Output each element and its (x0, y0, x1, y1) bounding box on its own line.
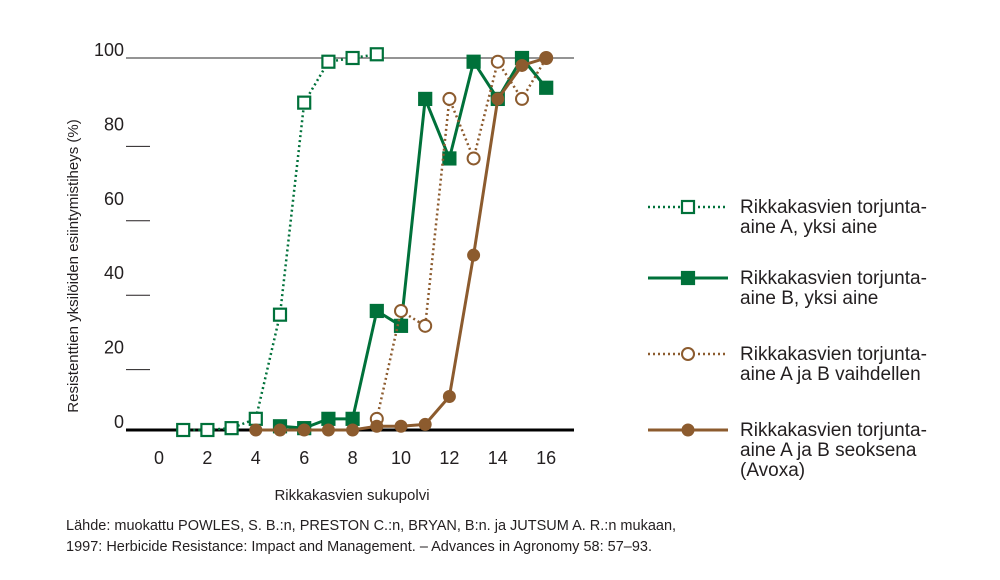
legend-label: aine A ja B vaihdellen (740, 364, 921, 385)
data-point (442, 390, 456, 404)
x-tick-label: 0 (154, 448, 164, 468)
legend-label: Rikkakasvien torjunta- (740, 420, 927, 441)
x-tick-label: 16 (536, 448, 556, 468)
x-tick-label: 10 (391, 448, 411, 468)
data-point (539, 51, 553, 65)
data-point (515, 91, 529, 106)
data-point (369, 47, 384, 62)
data-point (370, 419, 384, 433)
y-tick-label: 100 (94, 40, 124, 60)
legend-label: Rikkakasvien torjunta- (740, 344, 927, 365)
data-point (345, 50, 360, 66)
data-point (272, 307, 288, 322)
x-tick-label: 12 (439, 448, 459, 468)
legend-item-2: Rikkakasvien torjunta-aine B, yksi aine (648, 268, 927, 309)
legend-label: aine A, yksi aine (740, 217, 877, 238)
x-tick-label: 14 (488, 448, 508, 468)
legend-marker (681, 347, 695, 361)
data-point (466, 151, 481, 166)
data-point (224, 421, 239, 436)
data-point (248, 411, 263, 426)
legend-marker (681, 423, 695, 437)
data-point (467, 248, 481, 262)
data-point (176, 422, 191, 438)
y-tick-label: 60 (104, 189, 124, 209)
data-point (418, 318, 433, 333)
x-tick-label: 6 (299, 448, 309, 468)
data-point (273, 423, 287, 437)
series-2 (272, 50, 554, 436)
legend-label: Rikkakasvien torjunta- (740, 268, 927, 289)
data-point (442, 91, 457, 106)
legend-label: aine A ja B seoksena (740, 440, 917, 461)
source-line-1: Lähde: muokattu POWLES, S. B.:n, PRESTON… (66, 518, 677, 534)
data-point (200, 422, 215, 438)
series-line (255, 56, 547, 432)
data-point (369, 303, 384, 319)
data-point (297, 95, 312, 110)
legend-item-4: Rikkakasvien torjunta-aine A ja B seokse… (648, 420, 927, 481)
series-1 (176, 47, 384, 438)
x-tick-label: 4 (251, 448, 261, 468)
series-line (183, 53, 377, 432)
data-point (345, 411, 360, 426)
data-point (490, 54, 505, 69)
legend-label: (Avoxa) (740, 460, 805, 481)
legend-item-1: Rikkakasvien torjunta-aine A, yksi aine (648, 197, 927, 238)
data-point (491, 92, 505, 106)
data-point (442, 151, 457, 166)
data-point (393, 318, 409, 333)
data-point (394, 419, 408, 433)
legend-marker (680, 199, 696, 215)
data-point (321, 54, 336, 69)
legend-label: aine B, yksi aine (740, 288, 878, 309)
x-tick-label: 8 (348, 448, 358, 468)
data-point (297, 423, 311, 437)
source-line-2: 1997: Herbicide Resistance: Impact and M… (66, 539, 652, 555)
data-point (321, 423, 335, 437)
series-4 (249, 51, 553, 437)
y-tick-label: 0 (114, 412, 124, 432)
data-point (249, 423, 263, 437)
data-point (346, 423, 360, 437)
y-axis-title: Resistenttien yksilöiden esiintymistihey… (65, 119, 82, 412)
series-line (279, 56, 548, 430)
data-point (394, 303, 408, 318)
y-tick-label: 40 (104, 263, 124, 283)
legend-marker (680, 270, 696, 286)
x-tick-label: 2 (202, 448, 212, 468)
legend-label: Rikkakasvien torjunta- (740, 197, 927, 218)
x-axis-title: Rikkakasvien sukupolvi (274, 487, 429, 504)
data-point (515, 58, 529, 72)
data-point (466, 54, 481, 69)
data-point (321, 411, 336, 426)
y-tick-label: 20 (104, 338, 124, 358)
source-note: Lähde: muokattu POWLES, S. B.:n, PRESTON… (66, 516, 676, 558)
data-point (418, 91, 433, 107)
legend-item-3: Rikkakasvien torjunta-aine A ja B vaihde… (648, 344, 927, 385)
data-point (539, 80, 554, 95)
y-tick-label: 80 (104, 114, 124, 134)
data-point (418, 417, 432, 431)
